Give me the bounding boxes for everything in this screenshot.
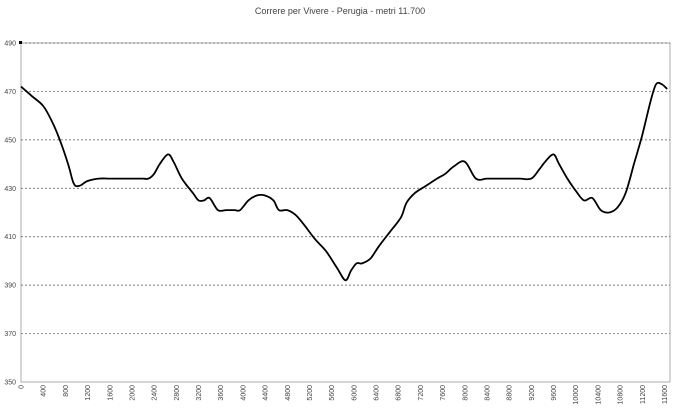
gridlines bbox=[21, 42, 670, 334]
y-tick-label: 410 bbox=[4, 234, 16, 241]
x-tick-label: 3200 bbox=[196, 385, 203, 401]
x-tick-label: 0 bbox=[19, 385, 26, 389]
x-tick-label: 7600 bbox=[440, 385, 447, 401]
x-tick-label: 400 bbox=[41, 385, 48, 397]
x-tick-label: 2400 bbox=[152, 385, 159, 401]
x-tick-label: 10000 bbox=[573, 385, 580, 405]
elevation-line bbox=[20, 81, 668, 282]
x-tick-label: 1600 bbox=[107, 385, 114, 401]
axis-corner-marker bbox=[19, 41, 22, 44]
x-tick-label: 10400 bbox=[595, 385, 602, 405]
x-tick-label: 9600 bbox=[551, 385, 558, 401]
y-tick-label: 370 bbox=[4, 331, 16, 338]
y-tick-label: 350 bbox=[4, 380, 16, 387]
x-tick-label: 4000 bbox=[240, 385, 247, 401]
x-tick-label: 6400 bbox=[374, 385, 381, 401]
x-tick-label: 1200 bbox=[85, 385, 92, 401]
x-tick-label: 11200 bbox=[640, 385, 647, 404]
x-tick-label: 800 bbox=[63, 385, 70, 397]
x-tick-label: 4800 bbox=[285, 385, 292, 401]
y-tick-label: 430 bbox=[4, 186, 16, 193]
x-tick-label: 6800 bbox=[396, 385, 403, 401]
plot-area bbox=[20, 42, 671, 383]
y-axis-ticks: 350 370 390 410 430 450 470 490 bbox=[4, 41, 16, 387]
x-tick-label: 8800 bbox=[507, 385, 514, 401]
series-group bbox=[20, 81, 668, 282]
x-tick-label: 2000 bbox=[129, 385, 136, 401]
x-axis-ticks: 0 400 800 1200 1600 2000 2400 2800 3200 3600 4000 4… bbox=[19, 385, 669, 405]
x-tick-label: 10800 bbox=[618, 385, 625, 405]
chart-title: Correre per Vivere - Perugia - metri 11.… bbox=[254, 6, 426, 16]
x-tick-label: 7200 bbox=[418, 385, 425, 401]
x-tick-label: 4400 bbox=[263, 385, 270, 401]
x-tick-label: 5600 bbox=[329, 385, 336, 401]
x-tick-label: 11600 bbox=[662, 385, 669, 404]
x-tick-label: 5200 bbox=[307, 385, 314, 401]
x-tick-label: 8000 bbox=[462, 385, 469, 401]
x-tick-label: 8400 bbox=[484, 385, 491, 401]
y-tick-label: 490 bbox=[4, 41, 16, 48]
y-tick-label: 470 bbox=[4, 89, 16, 96]
x-tick-label: 2800 bbox=[174, 385, 181, 401]
y-tick-label: 390 bbox=[4, 283, 16, 290]
x-tick-label: 3600 bbox=[218, 385, 225, 401]
x-tick-label: 9200 bbox=[529, 385, 536, 401]
y-tick-label: 450 bbox=[4, 137, 16, 144]
x-tick-label: 6000 bbox=[351, 385, 358, 401]
